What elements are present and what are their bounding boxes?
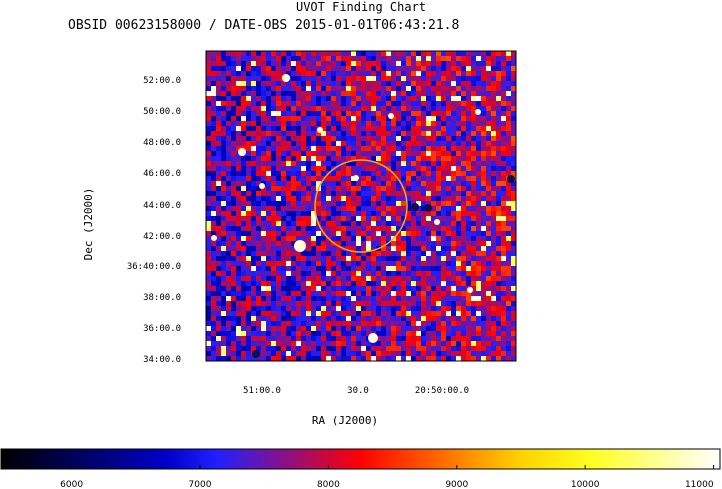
colorbar-tick-label: 6000 [60, 480, 83, 489]
image-frame [205, 50, 517, 362]
dec-tick-label: 36:00.0 [143, 324, 181, 334]
dec-tick-label: 48:00.0 [143, 138, 181, 148]
colorbar-tick-label: 8000 [317, 480, 340, 489]
ra-tick-labels: 51:00.0 30.0 20:50:00.0 [243, 386, 469, 396]
dec-tick-label: 38:00.0 [143, 293, 181, 303]
dec-tick-label: 52:00.0 [143, 76, 181, 86]
colorbar [0, 448, 721, 470]
sky-image [206, 51, 516, 361]
dec-tick-label: 44:00.0 [143, 201, 181, 211]
ra-tick-label: 30.0 [347, 386, 369, 396]
dec-tick-label: 46:00.0 [143, 169, 181, 179]
colorbar-tick-label: 9000 [445, 480, 468, 489]
chart-subtitle: OBSID 00623158000 / DATE-OBS 2015-01-01T… [68, 18, 460, 33]
colorbar-ticks: 6000 7000 8000 9000 10000 11000 [60, 465, 715, 489]
dec-tick-label: 34:00.0 [143, 355, 181, 365]
x-axis-label: RA (J2000) [312, 414, 378, 427]
chart-title: UVOT Finding Chart [295, 0, 427, 14]
colorbar-tick-label: 7000 [189, 480, 212, 489]
dec-tick-label: 50:00.0 [143, 107, 181, 117]
colorbar-tick-label: 10000 [571, 480, 600, 489]
dec-tick-labels: 52:00.0 50:00.0 48:00.0 46:00.0 44:00.0 42:00… [127, 76, 181, 365]
dec-tick-label: 42:00.0 [143, 232, 181, 242]
source-circle [314, 159, 408, 253]
ra-tick-label: 20:50:00.0 [415, 386, 469, 396]
y-axis-label: Dec (J2000) [82, 188, 95, 261]
colorbar-tick-label: 11000 [685, 480, 714, 489]
ra-tick-label: 51:00.0 [243, 386, 281, 396]
dec-tick-label: 36:40:00.0 [127, 262, 181, 272]
